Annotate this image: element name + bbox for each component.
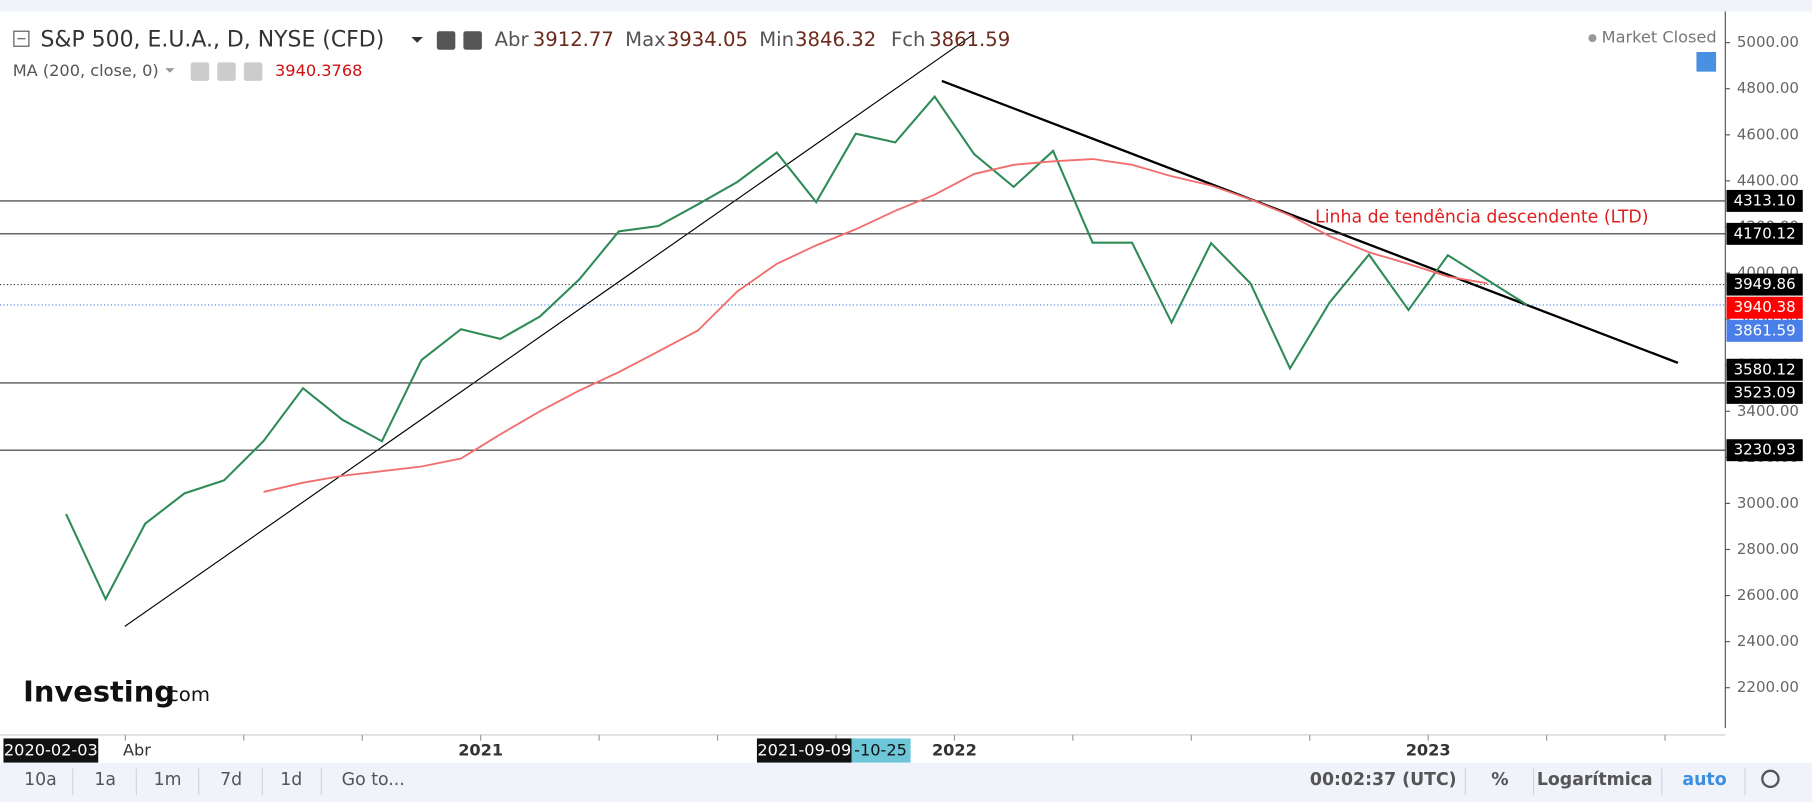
toolbar-button[interactable]: Logarítmica	[1537, 770, 1653, 790]
y-tick-label: 3400.00	[1737, 402, 1799, 420]
price-label: 3940.38	[1734, 298, 1796, 316]
date-label-box	[756, 738, 852, 763]
price-label-box	[1726, 358, 1803, 381]
y-tick-label: 4600.00	[1737, 125, 1799, 143]
indicator-label: MA (200, close, 0)	[13, 61, 159, 80]
y-tick-label: 3000.00	[1737, 494, 1799, 512]
price-label: 3523.09	[1734, 383, 1796, 401]
ohlc-label: Min	[759, 28, 794, 51]
y-tick-label: 5000.00	[1737, 33, 1799, 51]
date-label: 2021-09-09	[757, 741, 851, 760]
downtrend-line	[941, 79, 1679, 364]
ohlc-label: Max	[625, 28, 666, 51]
toolbar	[0, 762, 1812, 802]
y-tick-label: 2600.00	[1737, 586, 1799, 604]
toolbar-button[interactable]: 10a	[24, 770, 57, 790]
brand-suffix: .com	[162, 683, 210, 706]
y-tick-label: 2800.00	[1737, 540, 1799, 558]
toolbar-button[interactable]: 1a	[94, 770, 116, 790]
price-label-box	[1726, 273, 1803, 296]
ohlc-label: Abr	[495, 28, 530, 51]
price-label-box	[1726, 319, 1803, 342]
price-label: 3949.86	[1734, 275, 1796, 293]
y-tick-label: 2200.00	[1737, 678, 1799, 696]
toolbar-button[interactable]: Go to...	[342, 770, 405, 790]
x-tick-label: Abr	[123, 741, 151, 760]
scroll-icon[interactable]	[1696, 52, 1717, 72]
x-tick-label: 2022	[932, 741, 977, 760]
ohlc-label: Fch	[891, 28, 926, 51]
brand-logo: Investing	[23, 674, 175, 708]
price-label-box	[1726, 439, 1803, 462]
indicator-value: 3940.3768	[275, 61, 362, 80]
status-dot	[1588, 34, 1597, 43]
date-label-box	[3, 738, 99, 763]
symbol-dropdown[interactable]	[411, 36, 423, 43]
ohlc-value: 3846.32	[795, 28, 876, 51]
market-status: Market Closed	[1602, 28, 1717, 47]
date-label-box	[851, 738, 911, 763]
symbol-title: S&P 500, E.U.A., D, NYSE (CFD)	[40, 27, 384, 52]
toolbar-button[interactable]: auto	[1682, 770, 1726, 790]
date-label: 2020-02-03	[4, 741, 98, 760]
toolbar-button[interactable]: %	[1491, 770, 1508, 790]
date-label: -10-25	[854, 741, 907, 760]
price-line	[65, 94, 1528, 602]
price-label-box	[1726, 189, 1803, 212]
plot-area: 2200.002400.002600.002800.003000.003200.…	[0, 33, 1803, 760]
indicator-settings[interactable]	[217, 62, 236, 81]
settings-gear[interactable]	[1761, 769, 1780, 789]
price-label-box	[1726, 381, 1803, 404]
ohlc-value: 3912.77	[533, 28, 614, 51]
ohlc-value: 3934.05	[667, 28, 748, 51]
x-tick-label: 2023	[1406, 741, 1451, 760]
toolbar-button[interactable]: 7d	[220, 770, 242, 790]
collapse-icon[interactable]	[13, 30, 30, 47]
price-label: 4313.10	[1734, 191, 1796, 209]
indicator-dropdown[interactable]	[165, 68, 175, 73]
toolbar-button[interactable]: 1m	[154, 770, 182, 790]
price-label: 3230.93	[1734, 441, 1796, 459]
eye-icon[interactable]	[436, 31, 456, 50]
annotation: Linha de tendência descendente (LTD)	[1315, 207, 1648, 227]
ohlc-value: 3861.59	[929, 28, 1010, 51]
top-strip	[0, 0, 1812, 12]
price-label-box	[1726, 296, 1803, 319]
uptrend-line	[124, 34, 974, 627]
price-label: 4170.12	[1734, 224, 1796, 242]
indicator-remove[interactable]	[243, 62, 263, 81]
y-tick-label: 4800.00	[1737, 79, 1799, 97]
y-tick-label: 4400.00	[1737, 171, 1799, 189]
price-label: 3861.59	[1734, 321, 1796, 339]
indicator-eye[interactable]	[190, 62, 210, 81]
x-tick-label: 2021	[458, 741, 503, 760]
toolbar-button[interactable]: 1d	[280, 770, 302, 790]
y-tick-label: 2400.00	[1737, 632, 1799, 650]
price-label: 3580.12	[1734, 360, 1796, 378]
ma-line	[263, 158, 1488, 493]
toolbar-button: 00:02:37 (UTC)	[1310, 770, 1457, 790]
settings-icon[interactable]	[463, 31, 482, 50]
toolbar-items: 10a 1a 1m 7d 1d Go to... 00:02:37 (UTC)% Logarí…	[24, 768, 1746, 796]
price-label-box	[1726, 222, 1803, 245]
